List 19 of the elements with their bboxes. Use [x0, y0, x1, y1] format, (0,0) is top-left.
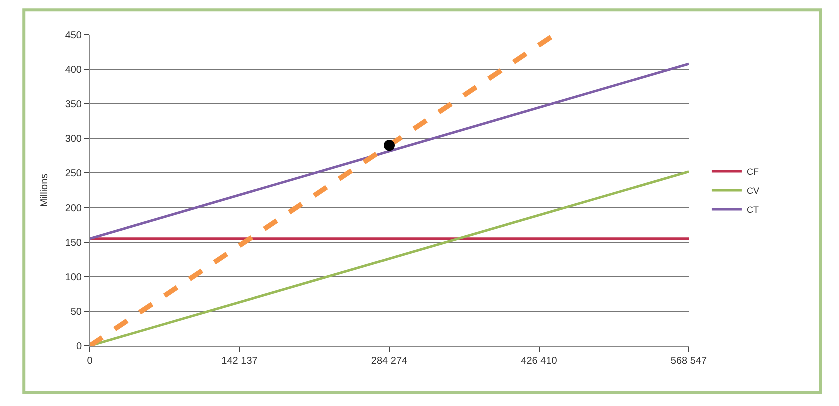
x-tick-label: 284 274 — [371, 356, 408, 367]
legend-label: CT — [746, 205, 760, 216]
x-tick-label: 568 547 — [670, 356, 708, 367]
y-tick-label: 250 — [65, 168, 82, 180]
y-tick-label: 300 — [65, 134, 82, 146]
x-tick-label: 142 137 — [222, 356, 258, 367]
y-tick-label: 100 — [65, 272, 82, 284]
y-tick-label: 200 — [65, 203, 82, 214]
y-axis-title: Millions — [39, 174, 50, 208]
y-tick-label: 350 — [65, 100, 82, 111]
legend-label: CF — [746, 167, 760, 178]
x-tick-label: 426 410 — [521, 356, 558, 367]
x-tick-label: 0 — [87, 356, 94, 367]
y-tick-label: 400 — [65, 65, 82, 76]
y-tick-label: 450 — [65, 30, 82, 42]
y-tick-label: 50 — [70, 306, 82, 318]
y-tick-label: 150 — [65, 238, 82, 249]
legend-label: CV — [746, 186, 760, 196]
y-tick-label: 0 — [76, 342, 82, 352]
